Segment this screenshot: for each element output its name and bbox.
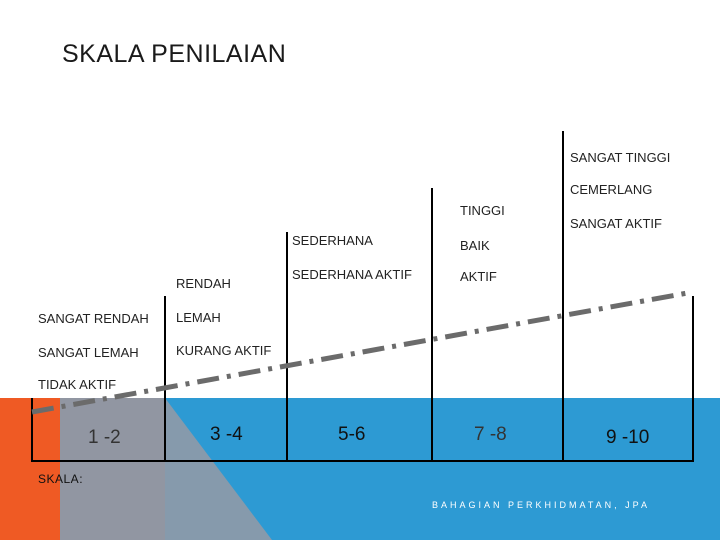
score-7-8: 7 -8 <box>474 424 507 445</box>
label-sangat-lemah: SANGAT LEMAH <box>38 345 139 360</box>
label-sangat-tinggi: SANGAT TINGGI <box>570 150 671 165</box>
page-title: SKALA PENILAIAN <box>62 40 287 68</box>
score-3-4: 3 -4 <box>210 424 243 445</box>
trend-dashed-line <box>31 289 694 415</box>
label-kurang-aktif: KURANG AKTIF <box>176 343 272 358</box>
label-aktif: AKTIF <box>460 269 497 284</box>
score-5-6: 5-6 <box>338 424 366 445</box>
label-tinggi: TINGGI <box>460 203 505 218</box>
label-cemerlang: CEMERLANG <box>570 182 653 197</box>
scale-label: SKALA: <box>38 472 84 486</box>
label-sangat-aktif: SANGAT AKTIF <box>570 216 662 231</box>
label-sederhana-aktif: SEDERHANA AKTIF <box>292 267 412 282</box>
label-baik: BAIK <box>460 238 490 253</box>
label-sederhana: SEDERHANA <box>292 233 373 248</box>
label-tidak-aktif: TIDAK AKTIF <box>38 377 117 392</box>
score-9-10: 9 -10 <box>606 427 650 448</box>
footer-text: BAHAGIAN PERKHIDMATAN, JPA <box>432 500 651 510</box>
gray-triangle <box>60 398 272 540</box>
label-rendah: RENDAH <box>176 276 231 291</box>
label-sangat-rendah: SANGAT RENDAH <box>38 311 149 326</box>
score-1-2: 1 -2 <box>88 427 121 448</box>
label-lemah: LEMAH <box>176 310 221 325</box>
blue-panel <box>165 398 720 540</box>
